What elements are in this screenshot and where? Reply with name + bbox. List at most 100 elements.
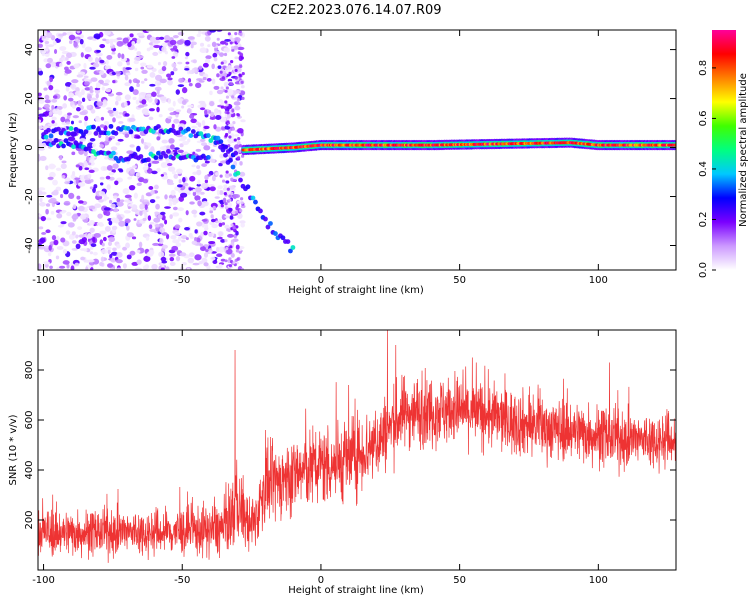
spectrogram-noise-cell — [196, 169, 202, 176]
spectrogram-noise-cell — [135, 172, 141, 177]
spectrogram-noise-cell — [124, 210, 129, 214]
spectrogram-noise-cell — [43, 103, 50, 109]
spectrogram-noise-cell — [128, 117, 136, 122]
spectrogram-noise-cell — [239, 209, 243, 213]
spectrogram-noise-cell — [170, 71, 175, 76]
spectrogram-noise-cell — [210, 202, 218, 209]
spectrogram-noise-cell — [218, 99, 223, 103]
spectrogram-noise-cell — [159, 238, 164, 244]
spectrogram-noise-cell — [228, 194, 232, 198]
spectrogram-noise-cell — [151, 91, 157, 97]
spectrogram-noise-cell — [71, 231, 76, 236]
spectrogram-noise-cell — [181, 262, 187, 266]
spectrogram-noise-cell — [156, 106, 160, 113]
spectrogram-noise-cell — [99, 44, 106, 49]
spectrogram-noise-cell — [207, 232, 215, 238]
spectrogram-noise-cell — [57, 224, 64, 228]
spectrogram-noise-cell — [61, 174, 66, 179]
spectrogram-noise-cell — [240, 119, 246, 123]
spectrogram-noise-cell — [144, 78, 148, 82]
spectrogram-noise-cell — [83, 120, 88, 127]
spectrogram-noise-cell — [217, 185, 223, 190]
spectrogram-noise-cell — [237, 51, 241, 55]
spectrogram-noise-cell — [220, 86, 224, 90]
spectrogram-noise-cell — [181, 100, 187, 105]
spectrogram-noise-cell — [90, 178, 94, 183]
spectrogram-noise-cell — [222, 65, 227, 69]
spectrogram-noise-cell — [213, 124, 217, 130]
spectrogram-noise-cell — [43, 87, 48, 91]
spectrogram-noise-cell — [209, 207, 214, 211]
spectrogram-noise-cell — [124, 218, 131, 224]
spectrogram-noise-cell — [102, 38, 107, 42]
spectrogram-track-cell — [155, 150, 161, 156]
spectrogram-track-cell — [68, 126, 74, 131]
spectrogram-noise-cell — [94, 57, 99, 64]
spectrogram-noise-cell — [187, 36, 195, 40]
spectrogram-noise-cell — [77, 182, 86, 187]
spectrogram-noise-cell — [139, 203, 145, 210]
spectrogram-noise-cell — [171, 56, 176, 59]
spectrogram-noise-cell — [194, 229, 198, 234]
spectrogram-x-tick-label: -100 — [32, 275, 55, 286]
spectrogram-noise-cell — [196, 221, 203, 227]
spectrogram-track-cell — [223, 152, 228, 158]
spectrogram-noise-cell — [63, 188, 69, 195]
spectrogram-noise-cell — [89, 66, 96, 70]
spectrogram-noise-cell — [79, 38, 84, 45]
spectrogram-noise-cell — [124, 82, 131, 87]
spectrogram-noise-cell — [126, 61, 130, 66]
spectrogram-noise-cell — [99, 261, 104, 267]
snr-x-axis-label: Height of straight line (km) — [288, 585, 424, 596]
spectrogram-noise-cell — [172, 239, 180, 244]
spectrogram-noise-cell — [120, 199, 125, 203]
spectrogram-noise-cell — [113, 195, 118, 199]
spectrogram-noise-cell — [192, 59, 197, 64]
spectrogram-noise-cell — [150, 146, 155, 152]
spectrogram-noise-cell — [76, 30, 81, 34]
colorbar-tick-label: 0.2 — [698, 212, 709, 228]
snr-x-tick-label: 0 — [318, 575, 324, 586]
spectrogram-noise-cell — [174, 232, 181, 236]
spectrogram-noise-cell — [209, 90, 213, 96]
snr-y-tick-label: 600 — [24, 410, 35, 429]
spectrogram-noise-cell — [60, 237, 66, 243]
spectrogram-noise-cell — [96, 49, 101, 53]
spectrogram-noise-cell — [226, 89, 234, 96]
spectrogram-noise-cell — [140, 92, 147, 96]
spectrogram-noise-cell — [65, 82, 72, 87]
spectrogram-noise-cell — [117, 61, 123, 67]
spectrogram-noise-cell — [99, 176, 105, 180]
spectrogram-noise-cell — [48, 111, 52, 116]
spectrogram-noise-cell — [171, 170, 176, 175]
spectrogram-noise-cell — [71, 240, 77, 244]
spectrogram-noise-cell — [236, 112, 240, 117]
spectrogram-noise-cell — [160, 96, 167, 101]
spectrogram-noise-cell — [170, 144, 175, 150]
spectrogram-noise-cell — [239, 64, 243, 69]
spectrogram-noise-cell — [157, 214, 163, 219]
spectrogram-noise-cell — [66, 112, 72, 116]
spectrogram-noise-cell — [224, 215, 231, 219]
spectrogram-track-cell — [258, 208, 263, 214]
spectrogram-noise-cell — [98, 199, 104, 203]
spectrogram-noise-cell — [167, 162, 173, 167]
spectrogram-noise-cell — [137, 105, 145, 108]
spectrogram-noise-cell — [116, 37, 123, 41]
spectrogram-noise-cell — [112, 107, 117, 112]
figure-title: C2E2.2023.076.14.07.R09 — [270, 3, 441, 18]
spectrogram-noise-cell — [47, 44, 55, 47]
spectrogram-x-tick-label: 100 — [589, 275, 608, 286]
spectrogram-noise-cell — [111, 51, 116, 55]
snr-series-line — [38, 330, 676, 563]
spectrogram-noise-cell — [195, 148, 202, 152]
spectrogram-noise-cell — [60, 116, 66, 123]
spectrogram-noise-cell — [177, 207, 184, 212]
spectrogram-noise-cell — [173, 118, 180, 124]
spectrogram-noise-cell — [167, 79, 173, 86]
spectrogram-noise-cell — [178, 138, 186, 142]
spectrogram-noise-cell — [175, 255, 181, 262]
spectrogram-noise-cell — [129, 86, 134, 92]
spectrogram-noise-cell — [191, 68, 195, 74]
spectrogram-y-tick-label: -40 — [24, 237, 35, 253]
